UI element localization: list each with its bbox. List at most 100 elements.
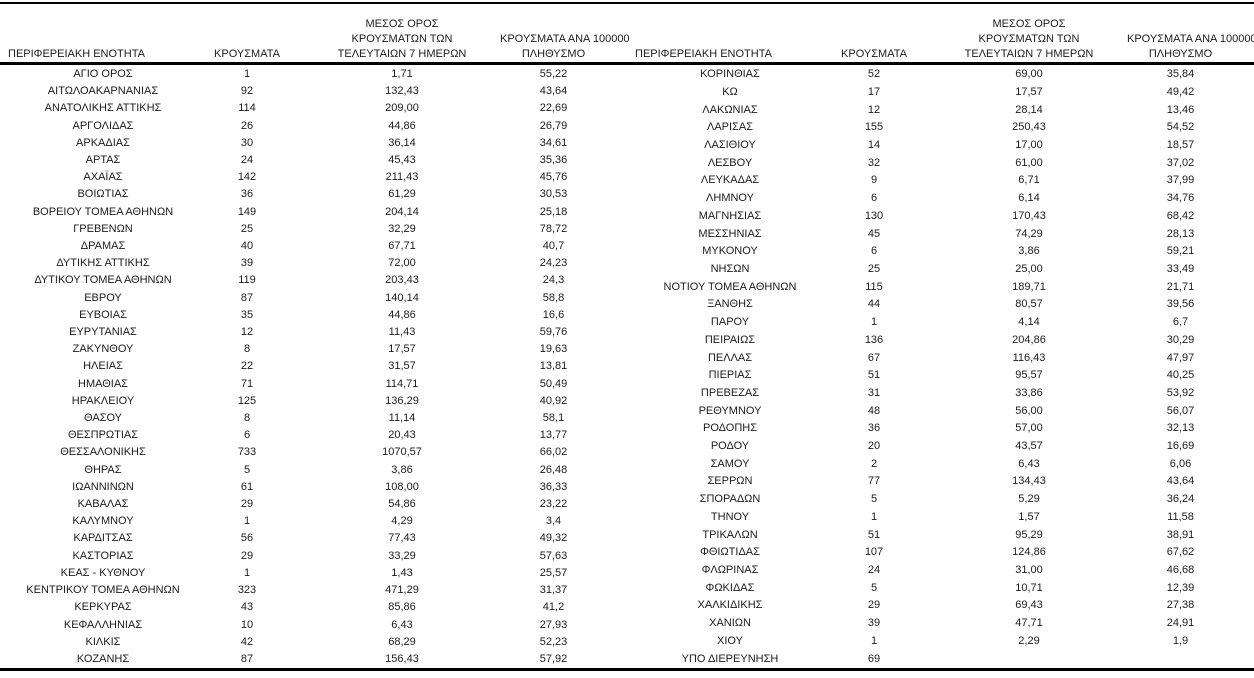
cases-cell: 26 (240, 119, 254, 132)
cases-cell: 12 (240, 326, 254, 339)
table-row: ΚΟΖΑΝΗΣ 87 156,43 57,92 (0, 651, 627, 668)
avg7-cell: 116,43 (1012, 351, 1046, 364)
region-name-cell: ΡΕΘΥΜΝΟΥ (698, 404, 762, 417)
table-row: ΛΕΥΚΑΔΑΣ 9 6,71 37,99 (627, 172, 1254, 190)
table-row: ΑΡΤΑΣ 24 45,43 35,36 (0, 152, 627, 169)
avg7-cell: 209,00 (385, 102, 419, 115)
region-name-cell: ΛΕΣΒΟΥ (707, 156, 753, 169)
per100k-cell: 13,46 (1166, 103, 1195, 116)
region-name-cell: ΚΩ (722, 85, 738, 98)
per100k-cell (1127, 650, 1254, 668)
cases-cell: 2 (870, 457, 878, 470)
region-name-cell: ΚΟΡΙΝΘΙΑΣ (700, 68, 760, 81)
region-name-cell: ΚΕΑΣ - ΚΥΘΝΟΥ (60, 566, 146, 579)
per100k-cell: 34,61 (539, 136, 568, 149)
table-row: ΚΕΑΣ - ΚΥΘΝΟΥ 1 1,43 25,57 (0, 565, 627, 582)
per100k-cell: 13,81 (539, 360, 568, 373)
cases-cell: 29 (867, 599, 881, 612)
table-row: ΓΡΕΒΕΝΩΝ 25 32,29 78,72 (0, 221, 627, 238)
region-name-cell: ΦΩΚΙΔΑΣ (705, 581, 755, 594)
region-name-cell: ΘΑΣΟΥ (83, 412, 123, 425)
table-row: ΦΛΩΡΙΝΑΣ 24 31,00 46,68 (627, 562, 1254, 580)
per100k-cell: 24,3 (542, 274, 565, 287)
avg7-cell: 45,43 (388, 154, 416, 167)
column-header-per100k-line2: ΠΛΗΘΥΣΜΟ (521, 48, 586, 60)
per100k-cell: 68,42 (1166, 209, 1195, 222)
avg7-cell: 31,00 (1015, 563, 1043, 576)
table-row: ΦΩΚΙΔΑΣ 5 10,71 12,39 (627, 579, 1254, 597)
per100k-cell: 37,99 (1166, 174, 1195, 187)
cases-cell: 24 (867, 563, 881, 576)
per100k-cell: 11,58 (1167, 510, 1194, 523)
cases-cell: 51 (867, 369, 881, 382)
per100k-cell: 33,49 (1166, 262, 1195, 275)
per100k-cell: 31,37 (539, 584, 568, 597)
cases-cell: 22 (240, 360, 254, 373)
region-name-cell: ΕΥΡΥΤΑΝΙΑΣ (69, 326, 137, 339)
table-row: ΛΑΡΙΣΑΣ 155 250,43 54,52 (627, 119, 1254, 137)
avg7-cell: 28,14 (1015, 103, 1043, 116)
cases-cell: 32 (867, 156, 881, 169)
column-header-per100k-line2: ΠΛΗΘΥΣΜΟ (1148, 48, 1213, 60)
cases-cell: 1 (870, 316, 878, 329)
region-name-cell: ΗΡΑΚΛΕΙΟΥ (71, 394, 135, 407)
table-row: ΛΑΚΩΝΙΑΣ 12 28,14 13,46 (627, 101, 1254, 119)
avg7-cell: 74,29 (1015, 227, 1043, 240)
avg7-cell: 43,57 (1015, 440, 1043, 453)
table-row: ΜΥΚΟΝΟΥ 6 3,86 59,21 (627, 243, 1254, 261)
table-row: ΑΧΑΪΑΣ 142 211,43 45,76 (0, 169, 627, 186)
per100k-cell: 58,8 (542, 291, 565, 304)
table-row: ΦΘΙΩΤΙΔΑΣ 107 124,86 67,62 (627, 544, 1254, 562)
column-header-avg7-line1: ΜΕΣΟΣ ΟΡΟΣ (992, 18, 1066, 30)
per100k-cell: 27,38 (1166, 599, 1195, 612)
region-name-cell: ΚΕΦΑΛΛΗΝΙΑΣ (63, 618, 143, 631)
cases-cell: 29 (240, 549, 254, 562)
cases-cell: 1 (870, 510, 878, 523)
region-name-cell: ΥΠΟ ΔΙΕΡΕΥΝΗΣΗ (681, 652, 779, 665)
table-row: ΚΩ 17 17,57 49,42 (627, 84, 1254, 102)
column-header-per100k: ΚΡΟΥΣΜΑΤΑ ΑΝΑ 100000 ΠΛΗΘΥΣΜΟ (500, 0, 630, 66)
region-name-cell: ΛΗΜΝΟΥ (706, 192, 754, 205)
avg7-cell: 56,00 (1015, 404, 1043, 417)
cases-cell: 17 (867, 85, 881, 98)
avg7-cell: 33,29 (388, 549, 416, 562)
avg7-cell: 17,57 (388, 343, 416, 356)
cases-cell: 39 (867, 617, 881, 630)
avg7-cell: 11,14 (388, 412, 416, 425)
per100k-cell: 38,91 (1166, 528, 1195, 541)
avg7-cell: 85,86 (388, 601, 416, 614)
region-name-cell: ΖΑΚΥΝΘΟΥ (72, 343, 134, 356)
cases-cell: 77 (867, 475, 881, 488)
column-header-region: ΠΕΡΙΦΕΡΕΙΑΚΗ ΕΝΟΤΗΤΑ (8, 48, 145, 60)
per100k-cell: 40,92 (539, 394, 568, 407)
cases-cell: 125 (237, 394, 257, 407)
table-row: ΗΛΕΙΑΣ 22 31,57 13,81 (0, 358, 627, 375)
cases-cell: 69 (867, 652, 881, 665)
avg7-cell: 134,43 (1012, 475, 1046, 488)
table-row: ΠΡΕΒΕΖΑΣ 31 33,86 53,92 (627, 385, 1254, 403)
per100k-cell: 34,76 (1166, 192, 1195, 205)
region-name-cell: ΒΟΡΕΙΟΥ ΤΟΜΕΑ ΑΘΗΝΩΝ (32, 205, 174, 218)
cases-cell: 5 (870, 581, 878, 594)
avg7-cell: 47,71 (1015, 617, 1043, 630)
table-row: ΗΜΑΘΙΑΣ 71 114,71 50,49 (0, 376, 627, 393)
avg7-cell: 204,86 (1012, 333, 1046, 346)
region-name-cell: ΑΝΑΤΟΛΙΚΗΣ ΑΤΤΙΚΗΣ (44, 102, 162, 115)
region-name-cell: ΚΕΝΤΡΙΚΟΥ ΤΟΜΕΑ ΑΘΗΝΩΝ (26, 584, 180, 597)
table-row: ΛΕΣΒΟΥ 32 61,00 37,02 (627, 155, 1254, 173)
per100k-cell: 6,7 (1172, 316, 1189, 329)
per100k-cell: 78,72 (539, 222, 568, 235)
per100k-cell: 54,52 (1166, 121, 1195, 134)
table-row: ΝΗΣΩΝ 25 25,00 33,49 (627, 261, 1254, 279)
cases-cell: 39 (240, 257, 254, 270)
cases-cell: 733 (237, 446, 257, 459)
region-name-cell: ΧΑΛΚΙΔΙΚΗΣ (697, 599, 763, 612)
column-header-region: ΠΕΡΙΦΕΡΕΙΑΚΗ ΕΝΟΤΗΤΑ (635, 48, 772, 60)
avg7-cell: 33,86 (1015, 386, 1043, 399)
avg7-cell: 25,00 (1015, 262, 1043, 275)
table-row: ΔΥΤΙΚΟΥ ΤΟΜΕΑ ΑΘΗΝΩΝ 119 203,43 24,3 (0, 272, 627, 289)
cases-cell: 115 (865, 280, 883, 293)
per100k-cell: 49,32 (539, 532, 568, 545)
avg7-cell: 140,14 (385, 291, 419, 304)
table-row: ΤΡΙΚΑΛΩΝ 51 95,29 38,91 (627, 526, 1254, 544)
